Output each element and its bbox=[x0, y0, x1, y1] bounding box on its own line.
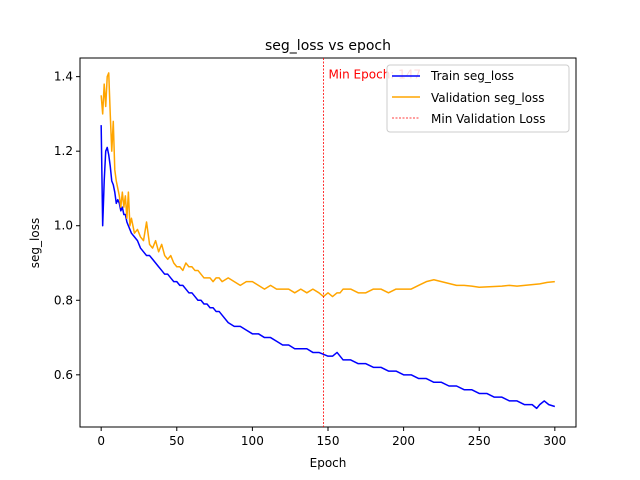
y-tick-label: 1.0 bbox=[54, 219, 73, 233]
y-tick-label: 1.2 bbox=[54, 144, 73, 158]
legend-label-validation: Validation seg_loss bbox=[431, 91, 545, 105]
validation-seg-loss-line bbox=[100, 72, 555, 298]
x-tick-label: 200 bbox=[392, 434, 415, 448]
train-seg-loss-line bbox=[100, 125, 556, 410]
legend-label-min-validation: Min Validation Loss bbox=[431, 112, 546, 126]
x-tick-label: 150 bbox=[317, 434, 340, 448]
x-tick-label: 250 bbox=[468, 434, 491, 448]
y-tick-label: 0.6 bbox=[54, 368, 73, 382]
y-tick-label: 1.4 bbox=[54, 70, 73, 84]
x-axis-ticks: 0 50 100 150 200 250 300 bbox=[97, 427, 566, 448]
chart-title: seg_loss vs epoch bbox=[265, 38, 391, 54]
series-group bbox=[100, 72, 556, 410]
x-axis-label: Epoch bbox=[310, 456, 347, 470]
x-tick-label: 300 bbox=[543, 434, 566, 448]
legend: Train seg_loss Validation seg_loss Min V… bbox=[386, 64, 570, 133]
x-tick-label: 100 bbox=[241, 434, 264, 448]
y-axis-label: seg_loss bbox=[28, 218, 42, 268]
y-tick-label: 0.8 bbox=[54, 293, 73, 307]
x-tick-label: 0 bbox=[97, 434, 105, 448]
y-axis-ticks: 0.6 0.8 1.0 1.2 1.4 bbox=[54, 70, 80, 382]
x-tick-label: 50 bbox=[169, 434, 184, 448]
legend-label-train: Train seg_loss bbox=[430, 69, 514, 83]
legend-box bbox=[386, 64, 570, 133]
